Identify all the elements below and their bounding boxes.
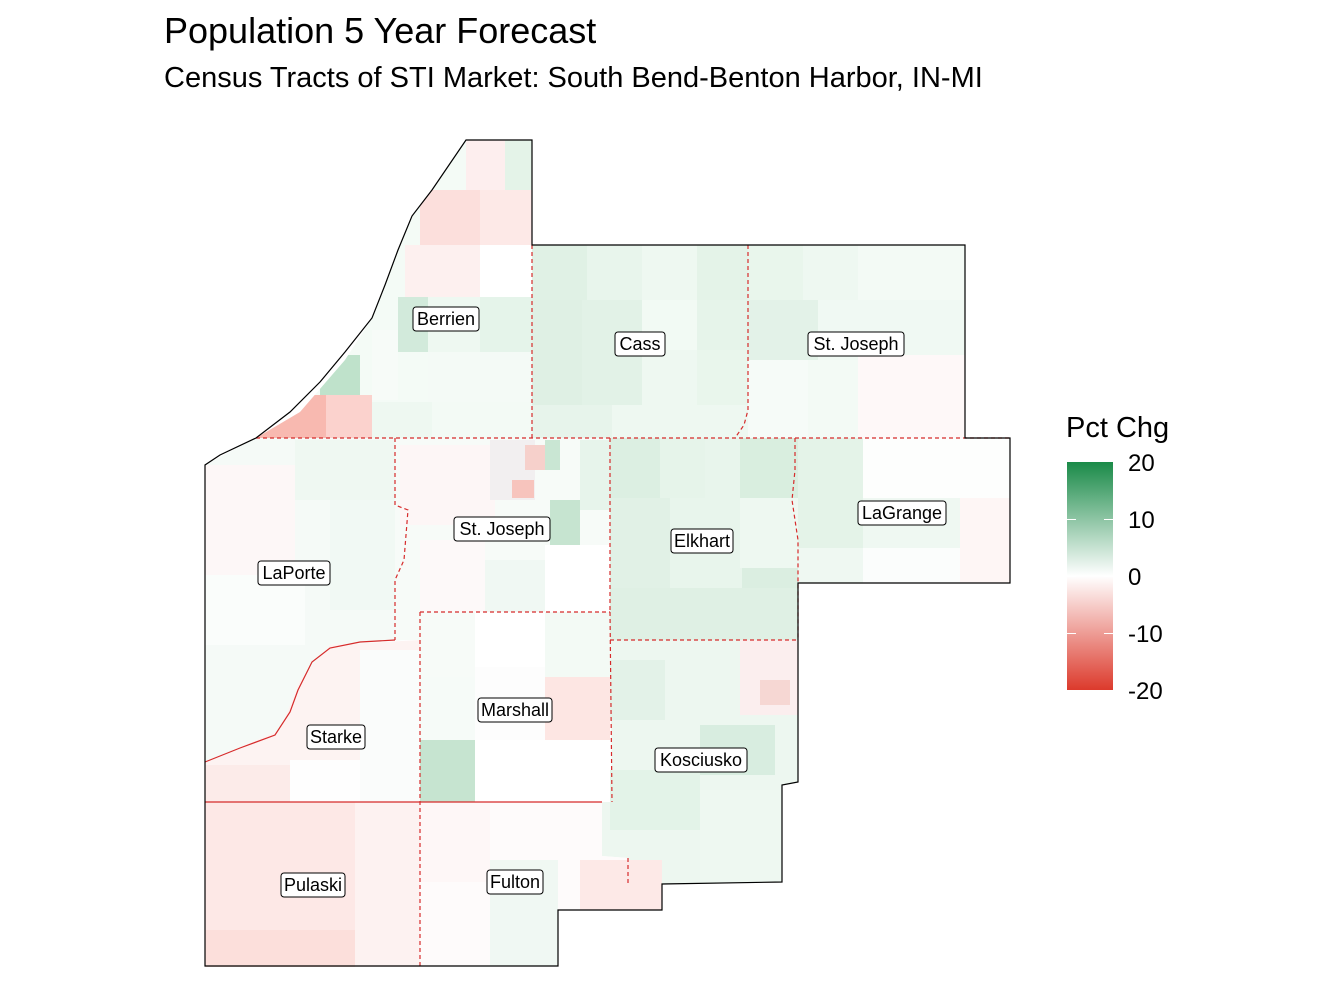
county-elkhart bbox=[610, 438, 798, 640]
label-marshall-text: Marshall bbox=[481, 700, 549, 720]
label-cass: Cass bbox=[614, 331, 666, 357]
legend-tickmark bbox=[1067, 633, 1076, 634]
label-fulton: Fulton bbox=[486, 869, 544, 895]
label-berrien-text: Berrien bbox=[417, 309, 475, 329]
label-lagrange-text: LaGrange bbox=[862, 503, 942, 523]
label-elkhart: Elkhart bbox=[670, 528, 734, 554]
county-pulaski bbox=[205, 802, 420, 967]
legend-tick-label: -20 bbox=[1128, 678, 1163, 705]
label-laporte-text: LaPorte bbox=[262, 563, 325, 583]
legend-title: Pct Chg bbox=[1066, 412, 1170, 444]
county-starke bbox=[205, 640, 420, 802]
label-starke: Starke bbox=[306, 724, 366, 750]
county-lagrange bbox=[798, 438, 1010, 583]
label-marshall: Marshall bbox=[477, 697, 553, 723]
label-lagrange: LaGrange bbox=[857, 500, 947, 526]
county-borders bbox=[394, 245, 799, 966]
county-solid-borders bbox=[204, 639, 602, 803]
label-kosciusko: Kosciusko bbox=[654, 747, 748, 773]
label-cass-text: Cass bbox=[619, 334, 660, 354]
label-kosciusko-text: Kosciusko bbox=[660, 750, 742, 770]
legend-tick-label: 10 bbox=[1128, 507, 1155, 534]
legend-tickmark bbox=[1104, 519, 1113, 520]
legend-tick-label: -10 bbox=[1128, 621, 1163, 648]
label-berrien: Berrien bbox=[412, 306, 480, 332]
legend-tick-label: 0 bbox=[1128, 564, 1142, 591]
label-st-joseph-mi: St. Joseph bbox=[807, 331, 905, 357]
legend-tick-label: 20 bbox=[1128, 450, 1155, 477]
county-st-joseph-mi bbox=[748, 245, 965, 438]
label-st-joseph-in-text: St. Joseph bbox=[459, 519, 544, 539]
label-pulaski-text: Pulaski bbox=[284, 875, 342, 895]
county-marshall bbox=[420, 612, 610, 802]
county-cass bbox=[532, 245, 748, 438]
label-st-joseph-in: St. Joseph bbox=[453, 516, 551, 542]
legend-tickmark bbox=[1067, 519, 1076, 520]
label-pulaski: Pulaski bbox=[280, 872, 346, 898]
chart-title: Population 5 Year Forecast bbox=[164, 10, 597, 51]
county-berrien bbox=[256, 140, 532, 438]
label-st-joseph-mi-text: St. Joseph bbox=[813, 334, 898, 354]
label-elkhart-text: Elkhart bbox=[674, 531, 730, 551]
label-laporte: LaPorte bbox=[257, 560, 331, 586]
legend-tickmark bbox=[1104, 576, 1113, 577]
county-laporte bbox=[205, 438, 405, 762]
market-outline bbox=[204, 139, 1011, 967]
legend-tickmark bbox=[1067, 576, 1076, 577]
label-starke-text: Starke bbox=[310, 727, 362, 747]
county-labels: Berrien Cass St. Joseph LaPorte St. Jose… bbox=[257, 306, 947, 898]
label-fulton-text: Fulton bbox=[490, 872, 540, 892]
chart-subtitle: Census Tracts of STI Market: South Bend-… bbox=[164, 62, 983, 94]
legend-tickmark bbox=[1104, 633, 1113, 634]
